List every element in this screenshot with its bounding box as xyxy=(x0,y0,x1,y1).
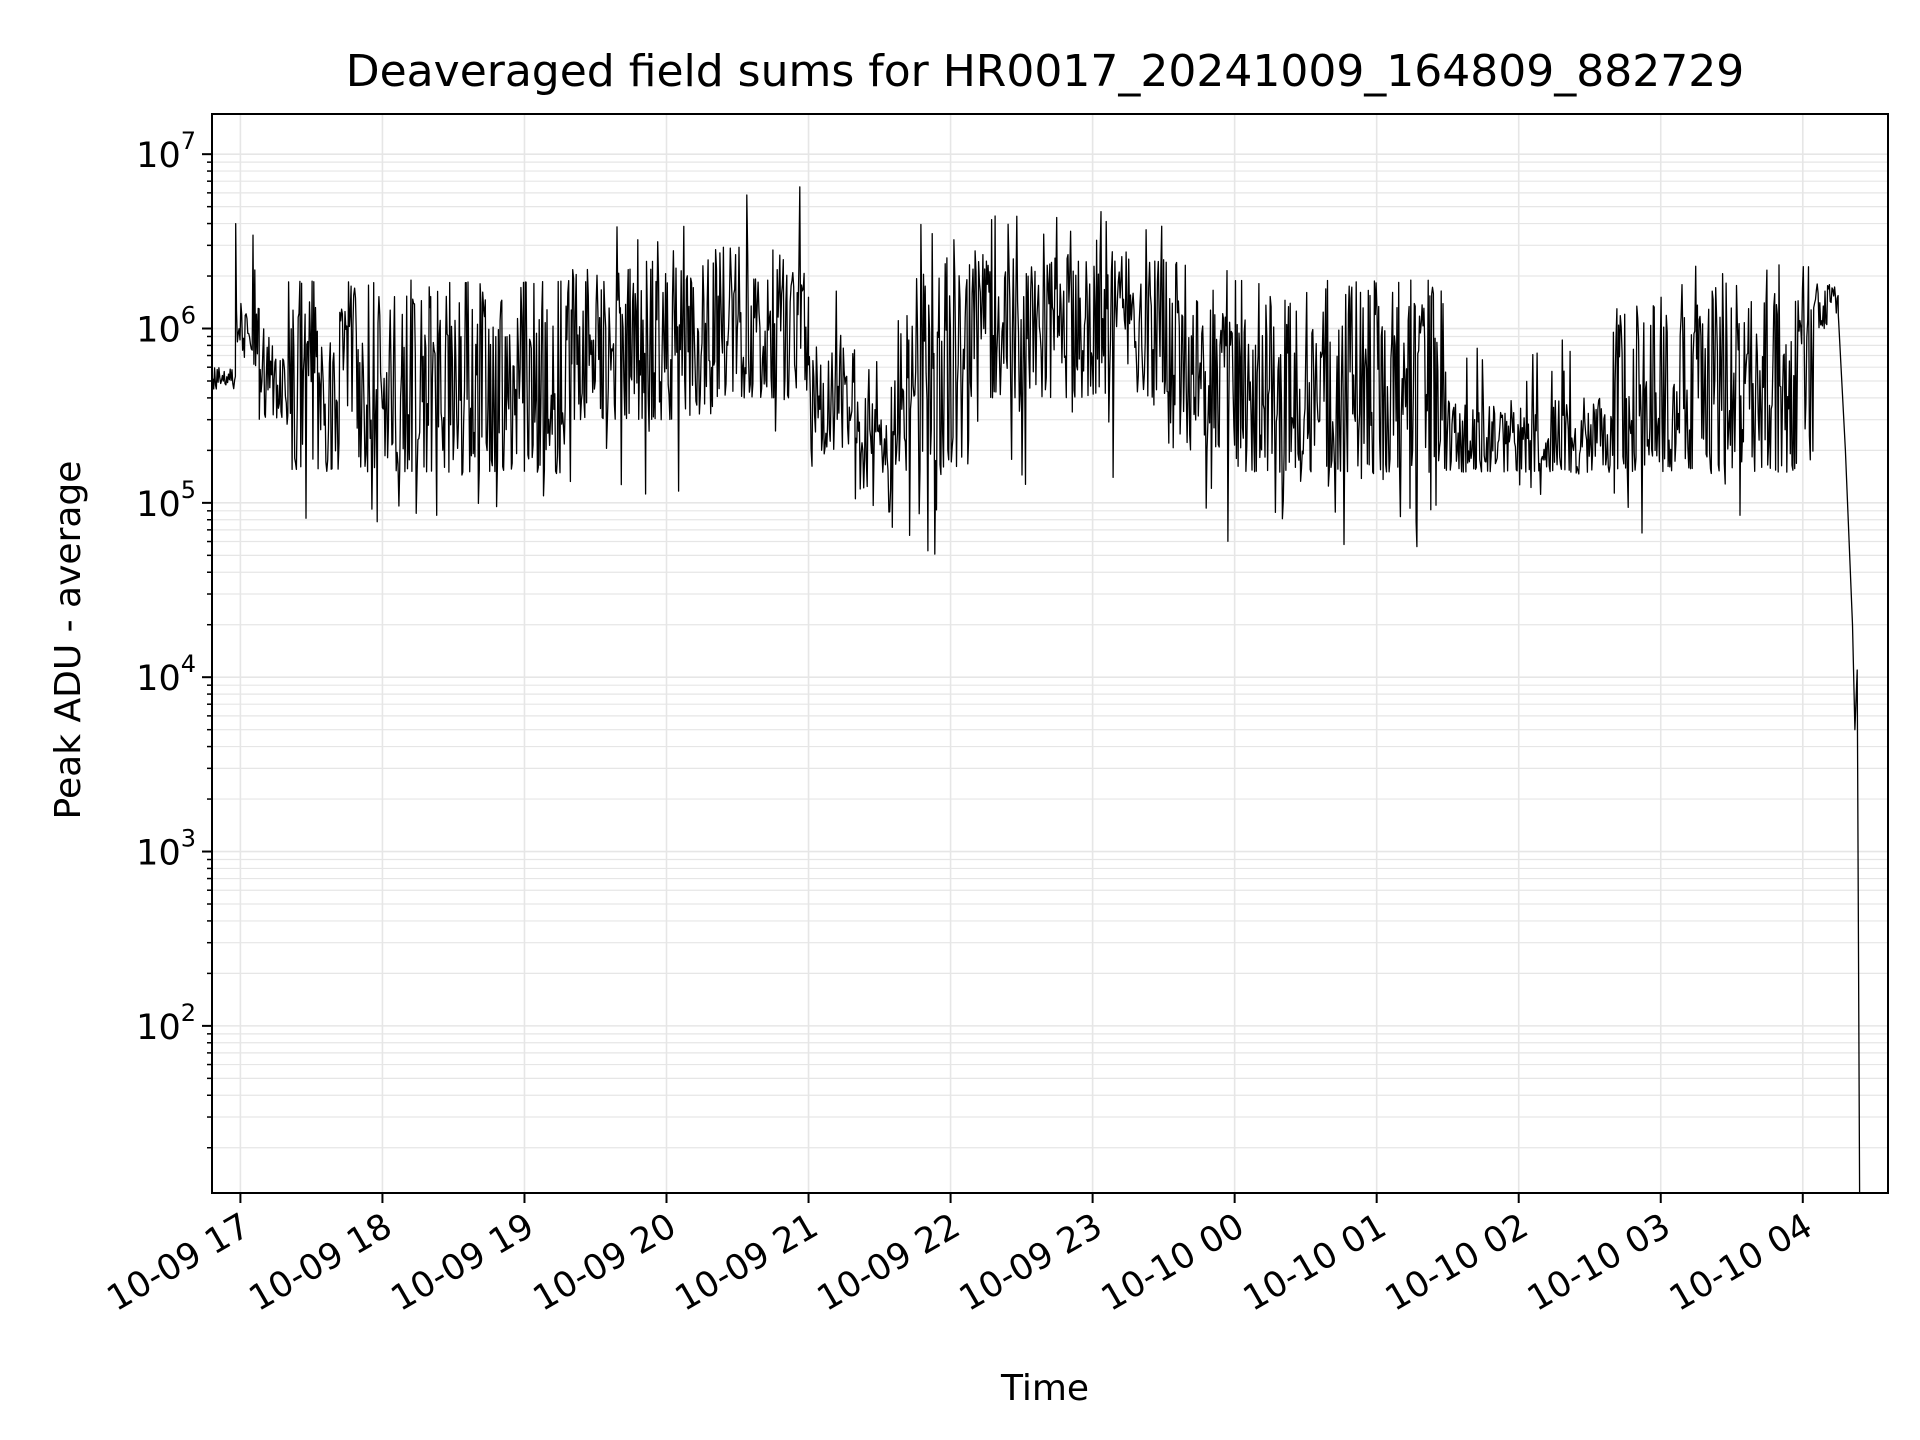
x-tick-label: 10-10 03 xyxy=(1521,1206,1677,1319)
x-tick-label: 10-09 17 xyxy=(101,1206,257,1319)
y-axis-label: Peak ADU - average xyxy=(48,461,89,820)
series-line xyxy=(211,186,1861,1194)
x-tick-label: 10-09 20 xyxy=(527,1206,683,1319)
x-tick-label: 10-10 04 xyxy=(1663,1206,1819,1319)
grid xyxy=(212,114,1888,1193)
plot-frame xyxy=(211,113,1889,1194)
y-tick-label: 107 xyxy=(136,127,196,176)
y-tick-label: 102 xyxy=(136,999,196,1048)
x-tick-label: 10-09 19 xyxy=(385,1206,541,1319)
y-tick-label: 103 xyxy=(136,825,196,874)
y-axis-ticks: 102 103 104 105 106 107 xyxy=(136,127,212,1149)
x-tick-label: 10-09 23 xyxy=(953,1206,1109,1319)
y-tick-label: 105 xyxy=(136,476,196,525)
x-tick-label: 10-09 22 xyxy=(811,1206,967,1319)
x-tick-label: 10-09 18 xyxy=(243,1206,399,1319)
y-tick-label: 106 xyxy=(136,302,196,351)
x-tick-label: 10-10 02 xyxy=(1379,1206,1535,1319)
chart-title: Deaveraged field sums for HR0017_2024100… xyxy=(346,46,1745,97)
x-tick-label: 10-10 01 xyxy=(1237,1206,1393,1319)
x-tick-label: 10-10 00 xyxy=(1095,1206,1251,1319)
x-axis-label: Time xyxy=(1000,1368,1089,1409)
x-tick-label: 10-09 21 xyxy=(669,1206,825,1319)
series-layer xyxy=(211,186,1861,1194)
y-tick-label: 104 xyxy=(136,650,196,699)
